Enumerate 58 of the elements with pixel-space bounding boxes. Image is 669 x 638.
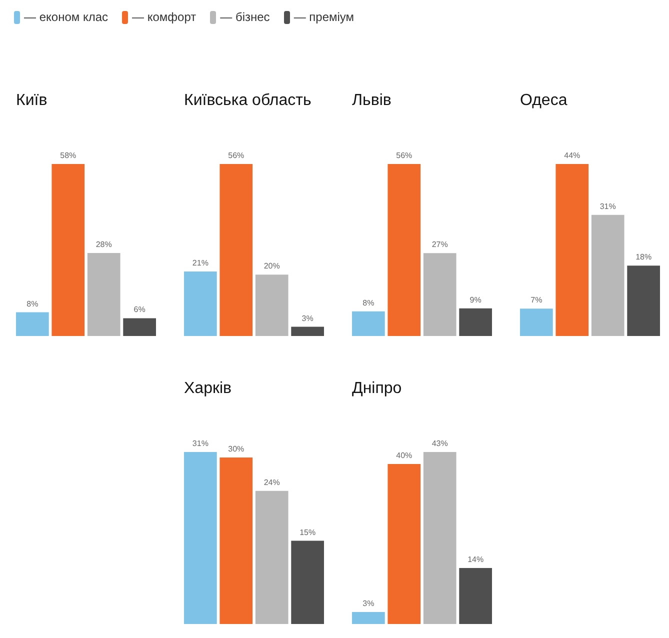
legend-label: — преміум bbox=[294, 10, 354, 24]
legend-label: — бізнес bbox=[220, 10, 270, 24]
data-label: 28% bbox=[96, 240, 112, 249]
data-label: 21% bbox=[192, 258, 208, 268]
data-label: 20% bbox=[264, 262, 280, 271]
chart-title: Одеса bbox=[520, 92, 568, 109]
bar bbox=[352, 612, 385, 624]
bar bbox=[255, 274, 288, 336]
data-label: 27% bbox=[432, 240, 448, 250]
bar bbox=[220, 458, 253, 624]
bar bbox=[255, 490, 288, 624]
legend-label: — економ клас bbox=[24, 10, 108, 24]
chart-title: Харків bbox=[184, 380, 232, 397]
bar bbox=[459, 308, 492, 336]
bar bbox=[459, 568, 492, 624]
data-label: 14% bbox=[468, 555, 484, 564]
data-label: 24% bbox=[264, 478, 280, 487]
bar bbox=[352, 311, 385, 336]
data-label: 3% bbox=[362, 599, 374, 608]
data-label: 8% bbox=[26, 299, 38, 308]
data-label: 43% bbox=[432, 439, 448, 448]
bar bbox=[16, 312, 49, 336]
data-label: 3% bbox=[302, 314, 314, 323]
data-label: 31% bbox=[600, 202, 616, 211]
bar bbox=[184, 272, 217, 336]
bar bbox=[87, 252, 120, 336]
data-label: 18% bbox=[636, 252, 652, 262]
data-label: 40% bbox=[396, 451, 412, 460]
data-label: 7% bbox=[530, 296, 542, 305]
data-label: 31% bbox=[192, 439, 208, 448]
data-label: 9% bbox=[470, 295, 482, 304]
bar bbox=[627, 266, 660, 336]
data-label: 56% bbox=[228, 151, 244, 160]
data-label: 30% bbox=[228, 444, 244, 454]
bar bbox=[123, 318, 156, 336]
bar bbox=[520, 308, 553, 336]
bar bbox=[388, 464, 421, 624]
bar bbox=[291, 326, 324, 336]
bar bbox=[423, 253, 456, 336]
data-label: 6% bbox=[134, 305, 146, 314]
data-label: 56% bbox=[396, 151, 412, 160]
data-label: 58% bbox=[60, 151, 76, 160]
bar bbox=[388, 164, 421, 336]
bar bbox=[556, 164, 589, 336]
chart-title: Київ bbox=[16, 92, 48, 109]
legend-label: — комфорт bbox=[132, 10, 196, 24]
chart-title: Київська область bbox=[184, 92, 312, 109]
data-label: 15% bbox=[300, 528, 316, 537]
chart-title: Дніпро bbox=[352, 380, 402, 397]
bar bbox=[291, 540, 324, 624]
bar bbox=[52, 164, 85, 336]
bar bbox=[220, 164, 253, 336]
chart-title: Львів bbox=[352, 92, 392, 109]
bar bbox=[184, 452, 217, 624]
bar bbox=[591, 214, 624, 336]
data-label: 8% bbox=[362, 298, 374, 308]
data-label: 44% bbox=[564, 151, 580, 160]
bar bbox=[423, 452, 456, 624]
